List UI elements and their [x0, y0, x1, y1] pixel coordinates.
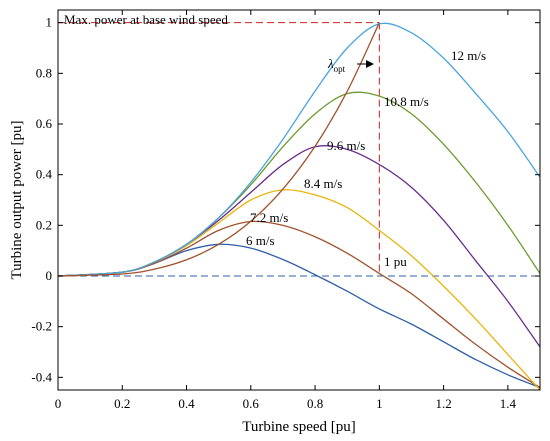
x-tick-label: 0.8 [307, 396, 323, 411]
series-line-opt [57, 22, 380, 277]
y-tick-label: 0.8 [36, 65, 52, 80]
lambda-symbol: λ [327, 56, 334, 71]
label-9-6ms: 9.6 m/s [327, 138, 365, 153]
one-pu-annotation: 1 pu [384, 254, 407, 269]
y-axis-label: Turbine output power [pu] [9, 120, 25, 279]
y-tick-label: 0 [46, 268, 53, 283]
lambda-opt-label: λopt [327, 56, 346, 74]
label-7-2ms: 7.2 m/s [250, 210, 288, 225]
x-axis-label: Turbine speed [pu] [242, 419, 356, 435]
series-line-12-m-s [57, 22, 541, 277]
y-tick-label: -0.4 [31, 369, 52, 384]
max-power-annotation: Max. power at base wind speed [64, 12, 228, 27]
plot-frame [57, 9, 541, 391]
x-tick-label: 0.6 [243, 396, 260, 411]
x-tick-label: 0 [55, 396, 62, 411]
x-tick-label: 1.2 [435, 396, 451, 411]
label-12ms: 12 m/s [451, 48, 486, 63]
x-tick-label: 0.4 [178, 396, 195, 411]
x-tick-label: 1.4 [500, 396, 517, 411]
label-6ms: 6 m/s [246, 233, 275, 248]
x-tick-label: 0.2 [114, 396, 130, 411]
plot-lines [57, 22, 541, 391]
y-tick-label: 0.6 [36, 116, 53, 131]
x-tick-label: 1 [376, 396, 383, 411]
y-tick-label: 0.2 [36, 217, 52, 232]
lambda-arrow-head [366, 60, 374, 68]
y-tick-label: 1 [46, 15, 53, 30]
axis-ticks [57, 10, 540, 390]
label-8-4ms: 8.4 m/s [304, 176, 342, 191]
lambda-subscript: opt [334, 64, 346, 74]
series-line-7-2-m-s [57, 220, 541, 389]
label-10-8ms: 10.8 m/s [384, 94, 429, 109]
y-tick-label: -0.2 [31, 319, 52, 334]
axis-tick-labels: 0 0.2 0.4 0.6 0.8 1 1.2 1.4 -0.4 -0.2 0 0.2 0.4 0.6 0.… [31, 15, 516, 411]
y-tick-label: 0.4 [36, 167, 53, 182]
